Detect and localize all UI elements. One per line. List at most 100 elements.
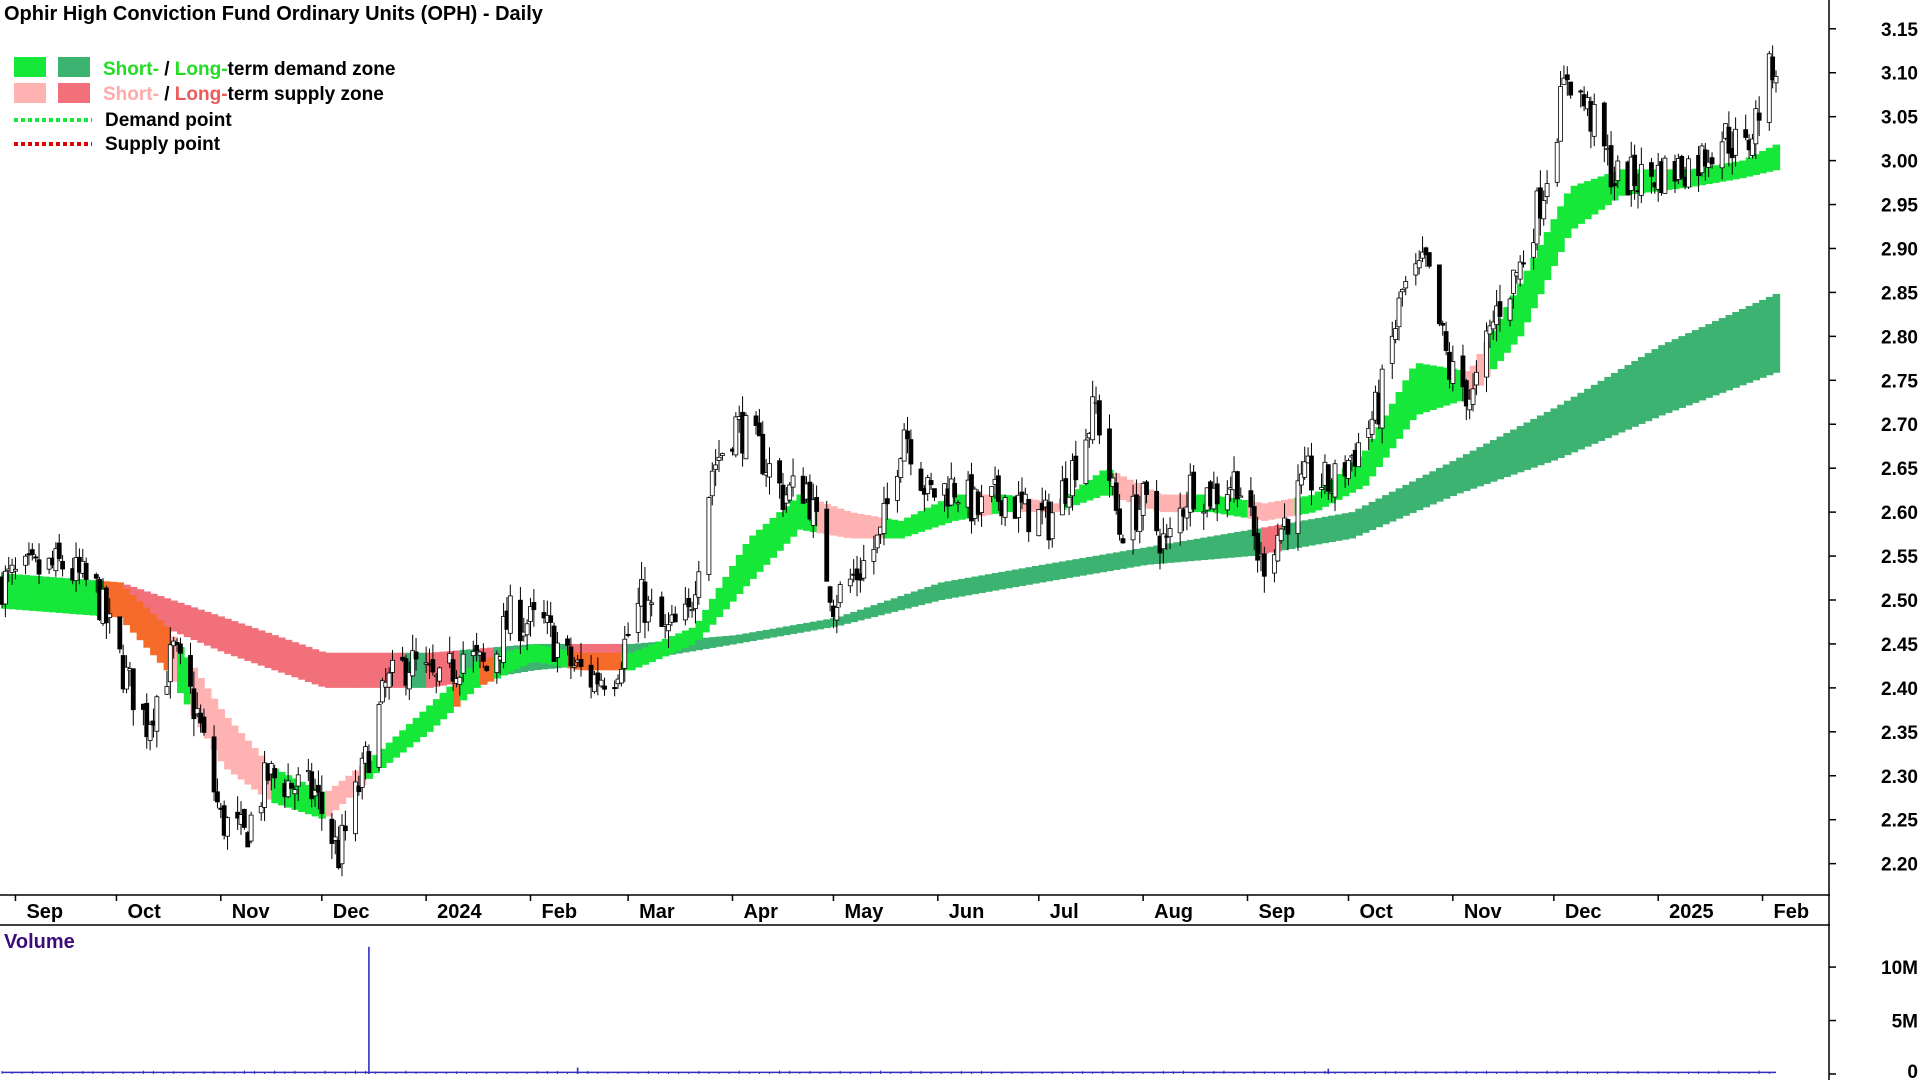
- candle-body: [1541, 200, 1547, 220]
- candle-body: [56, 542, 62, 559]
- candle-body: [1521, 262, 1526, 265]
- candle-body: [430, 659, 436, 673]
- short-term-zone-slice: [722, 576, 730, 610]
- candle-body: [787, 484, 793, 501]
- long-term-zone-slice: [1752, 302, 1760, 381]
- candle-body: [1719, 141, 1725, 169]
- short-term-zone-slice: [372, 755, 380, 774]
- x-tick-label: Feb: [1774, 901, 1810, 923]
- candle-body: [460, 653, 466, 674]
- short-term-zone-slice: [89, 580, 98, 616]
- long-term-zone-slice: [1597, 380, 1606, 441]
- candle-body: [884, 498, 890, 505]
- candle-body: [955, 502, 961, 505]
- candle-body: [719, 453, 725, 456]
- candle-body: [1261, 553, 1267, 577]
- candle-body: [757, 422, 762, 437]
- long-term-zone-slice: [722, 636, 730, 646]
- candle-body: [1632, 154, 1638, 186]
- short-term-zone-slice: [257, 755, 266, 795]
- long-term-zone-slice: [291, 642, 300, 678]
- candle-body: [1726, 126, 1732, 154]
- short-term-zone-slice: [1429, 365, 1437, 410]
- long-term-zone-slice: [1691, 330, 1700, 403]
- candle-body: [625, 633, 631, 636]
- short-term-zone-slice: [910, 514, 919, 535]
- zone-bands: [2, 144, 1781, 819]
- short-term-zone-slice: [136, 601, 145, 641]
- candle-body: [1154, 490, 1160, 532]
- short-term-zone-slice: [1415, 363, 1424, 415]
- long-term-zone-slice: [769, 628, 778, 638]
- long-term-zone-slice: [1543, 411, 1552, 463]
- short-term-zone-slice: [958, 494, 966, 520]
- legend-supply-short-text: Short-: [103, 84, 159, 105]
- long-term-zone-slice: [1173, 542, 1181, 563]
- long-term-zone-slice: [1503, 433, 1511, 477]
- short-term-zone-slice: [1712, 165, 1720, 183]
- legend-demand-short-text: Short-: [103, 59, 159, 80]
- long-term-zone-slice: [1139, 547, 1148, 566]
- candle-body: [1561, 77, 1567, 85]
- long-term-zone-slice: [762, 629, 771, 639]
- short-term-zone-slice: [984, 494, 993, 516]
- candle-body: [847, 578, 853, 587]
- candle-body: [1073, 455, 1079, 481]
- candle-body: [1255, 532, 1261, 561]
- short-term-zone-slice: [883, 518, 892, 539]
- long-term-zone-slice: [190, 607, 199, 640]
- long-term-zone-slice: [264, 632, 273, 668]
- short-term-zone-slice: [850, 512, 858, 539]
- long-term-zone-slice: [1032, 566, 1040, 584]
- candle-body: [1278, 528, 1284, 541]
- candle-body: [760, 433, 766, 475]
- candle-body: [548, 615, 554, 623]
- long-term-zone-slice: [237, 623, 246, 659]
- short-term-zone-slice: [1644, 169, 1653, 193]
- x-tick-label: Jun: [949, 901, 985, 923]
- short-term-zone-slice: [1395, 392, 1404, 439]
- long-term-zone-slice: [1705, 324, 1713, 398]
- short-term-zone-slice: [1267, 502, 1276, 520]
- chart-title: Ophir High Conviction Fund Ordinary Unit…: [4, 3, 544, 25]
- long-term-zone-slice: [1651, 349, 1659, 419]
- y-tick-label: 2.20: [1881, 855, 1918, 876]
- short-term-zone-slice: [150, 613, 158, 656]
- x-tick-label: Feb: [541, 901, 577, 923]
- short-term-zone-slice: [1516, 283, 1525, 337]
- candle-body: [342, 825, 348, 832]
- short-term-zone-slice: [1503, 307, 1511, 353]
- candle-body: [225, 817, 230, 837]
- short-term-zone-slice: [1691, 168, 1700, 187]
- candle-body: [1298, 473, 1304, 486]
- long-term-zone-slice: [197, 609, 205, 643]
- y-tick-label: 2.35: [1881, 723, 1918, 744]
- candle-body: [390, 659, 395, 673]
- candle-body: [1423, 247, 1429, 256]
- candle-body: [682, 603, 688, 621]
- long-term-zone-slice: [150, 593, 158, 623]
- x-tick-label: Nov: [1464, 901, 1503, 923]
- candle-body: [1649, 162, 1654, 177]
- long-term-zone-slice: [1348, 512, 1357, 539]
- long-term-zone-slice: [1658, 345, 1666, 416]
- long-term-zone-slice: [951, 580, 959, 598]
- long-term-zone-slice: [1510, 429, 1518, 475]
- long-term-zone-slice: [304, 646, 313, 683]
- short-term-zone-slice: [1496, 318, 1505, 361]
- short-term-zone-slice: [1119, 476, 1128, 501]
- short-term-zone-slice: [533, 644, 542, 663]
- long-term-zone-slice: [1732, 312, 1740, 388]
- long-term-zone-slice: [419, 652, 427, 688]
- y-tick-label: 2.75: [1881, 371, 1918, 392]
- long-term-zone-slice: [924, 586, 932, 604]
- short-term-zone-slice: [601, 652, 609, 671]
- candle-body: [339, 824, 345, 865]
- x-tick-label: May: [844, 901, 884, 923]
- candle-body: [1450, 361, 1456, 384]
- candle-body: [1066, 496, 1072, 508]
- long-term-zone-slice: [1604, 376, 1612, 439]
- candle-body: [1096, 400, 1102, 436]
- long-term-zone-slice: [729, 635, 737, 645]
- candle-body: [1224, 494, 1230, 511]
